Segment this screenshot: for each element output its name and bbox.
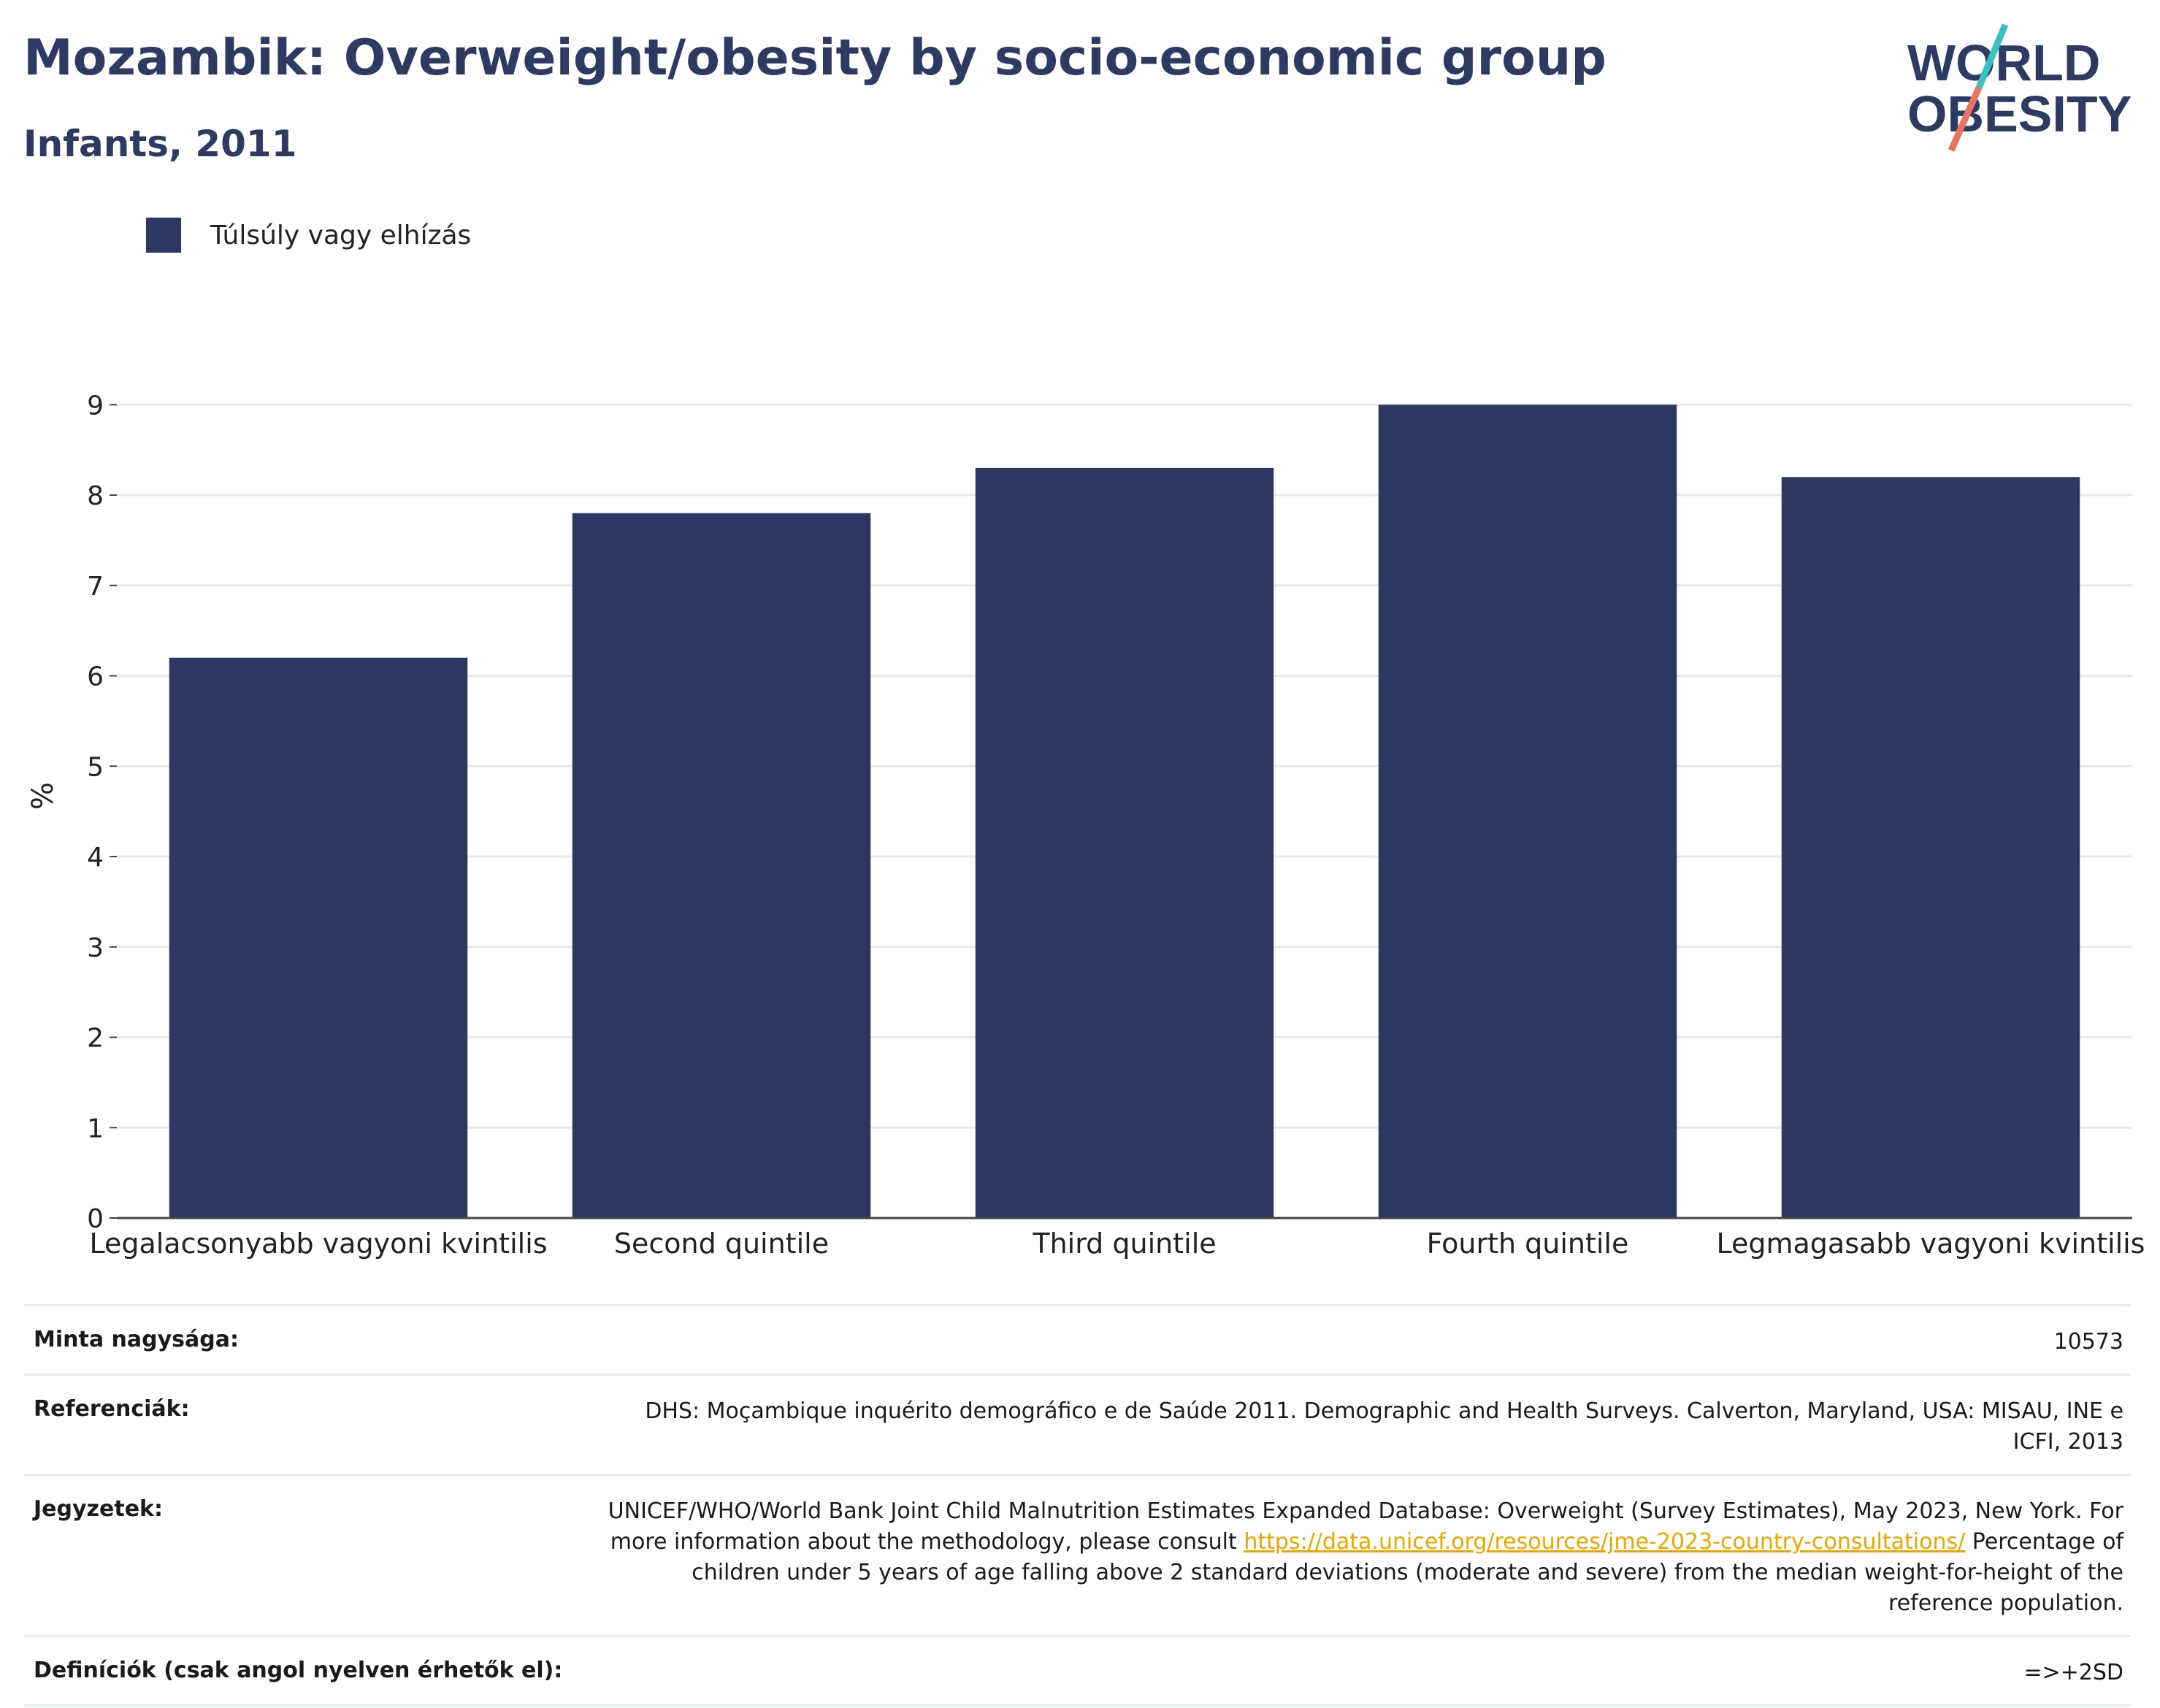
y-tick-label: 3 [87,933,104,963]
chart-legend: Túlsúly vagy elhízás [146,218,471,253]
y-tick-label: 8 [87,481,104,511]
definitions-row: Definíciók (csak angol nyelven érhetők e… [23,1635,2131,1707]
y-tick-label: 4 [87,843,104,873]
y-tick-label: 5 [87,752,104,782]
sample-size-row: Minta nagysága: 10573 [23,1304,2131,1374]
bar [1781,477,2080,1218]
bar-chart: 0 1 2 3 4 5 6 7 8 9% Legalacsonyabb vagyoni kvinti… [26,391,2145,1260]
x-tick-label: Second quintile [614,1228,829,1260]
sample-size-value: 10573 [2053,1329,2123,1355]
legend-swatch [146,218,181,253]
definitions-label: Definíciók (csak angol nyelven érhetők e… [34,1658,563,1683]
y-tick-label: 1 [87,1114,104,1144]
y-tick-label: 7 [87,572,104,602]
notes-value: UNICEF/WHO/World Bank Joint Child Malnut… [605,1496,2123,1619]
page-subtitle: Infants, 2011 [23,123,297,165]
x-tick-label: Fourth quintile [1427,1228,1629,1260]
bar [572,513,871,1218]
bar [975,467,1274,1218]
x-tick-label: Legmagasabb vagyoni kvintilis [1717,1228,2145,1260]
references-label: Referenciák: [34,1396,190,1422]
info-table: Minta nagysága: 10573 Referenciák: DHS: … [23,1304,2131,1707]
bar [1378,405,1677,1218]
logo-line-world: WORLD [1907,34,2100,91]
notes-label: Jegyzetek: [34,1496,163,1522]
definitions-value: =>+2SD [2023,1660,2123,1685]
logo-slash-teal [1975,23,2009,89]
y-tick-label: 0 [87,1204,104,1234]
logo-line-obesity: OBESITY [1907,85,2132,142]
references-row: Referenciák: DHS: Moçambique inquérito d… [23,1374,2131,1474]
y-tick-label: 6 [87,662,104,692]
y-tick-label: 2 [87,1024,104,1054]
bar [169,657,468,1218]
world-obesity-logo: WORLD OBESITY [1907,23,2132,152]
y-axis-label: % [26,782,60,810]
x-tick-label: Third quintile [1032,1228,1216,1260]
logo-slash-coral [1948,86,1983,152]
sample-size-label: Minta nagysága: [34,1327,239,1352]
legend-label: Túlsúly vagy elhízás [210,220,472,250]
page-title: Mozambik: Overweight/obesity by socio-ec… [23,29,1606,87]
notes-row: Jegyzetek: UNICEF/WHO/World Bank Joint C… [23,1474,2131,1635]
methodology-link[interactable]: https://data.unicef.org/resources/jme-20… [1244,1529,1966,1555]
y-tick-label: 9 [87,391,104,421]
references-value: DHS: Moçambique inquérito demográfico e … [645,1398,2123,1455]
notes-text-1: UNICEF/WHO/World Bank Joint Child Malnut… [608,1498,2123,1555]
notes-text-2: Percentage of children under 5 years of … [692,1529,2123,1616]
x-tick-label: Legalacsonyabb vagyoni kvintilis [89,1228,547,1260]
